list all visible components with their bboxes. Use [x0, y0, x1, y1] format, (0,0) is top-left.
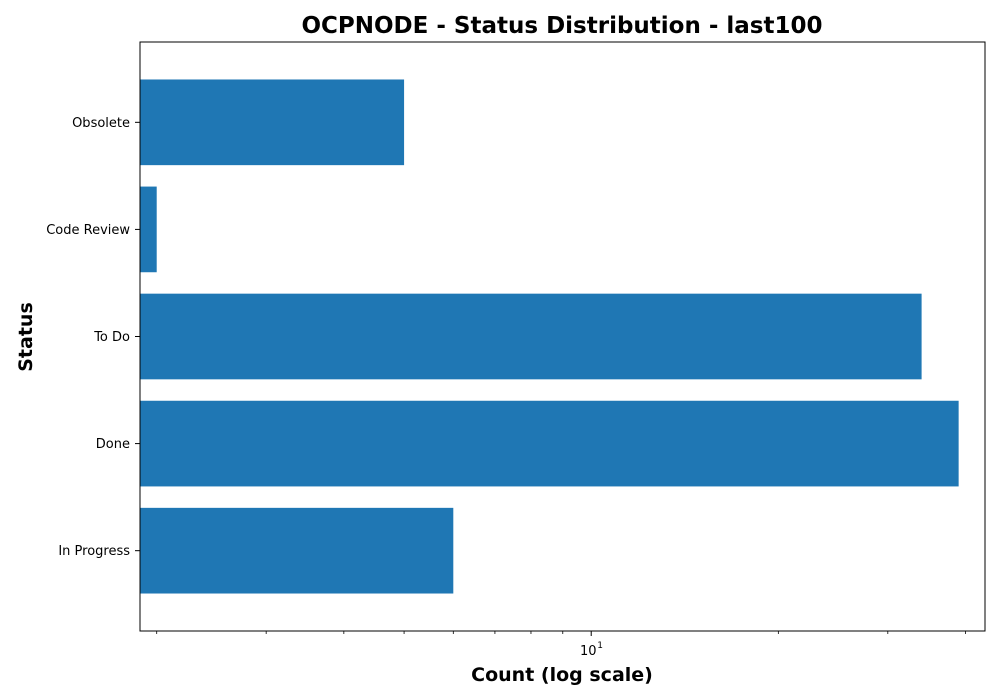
y-tick-label: To Do	[93, 330, 130, 345]
bar-obsolete	[140, 79, 405, 166]
x-tick-label-exponent: 1	[597, 641, 603, 651]
plot-frame	[139, 41, 986, 632]
y-axis-label: Status	[15, 302, 37, 372]
bars-group	[140, 79, 959, 594]
x-ticks-group: 10 1	[156, 631, 966, 659]
y-tick-label: Obsolete	[72, 116, 130, 131]
bar-to-do	[140, 293, 922, 380]
bar-done	[140, 400, 959, 487]
y-ticks-group: Obsolete Code Review To Do Done In Progress	[46, 116, 140, 559]
x-axis-label: Count (log scale)	[471, 664, 653, 686]
y-tick-label: In Progress	[58, 544, 130, 559]
x-tick-label: 10	[580, 644, 597, 659]
y-tick-label: Done	[96, 437, 130, 452]
bar-code-review	[140, 186, 157, 273]
chart-title: OCPNODE - Status Distribution - last100	[301, 13, 822, 39]
y-tick-label: Code Review	[46, 223, 130, 238]
bar-in-progress	[140, 507, 454, 594]
